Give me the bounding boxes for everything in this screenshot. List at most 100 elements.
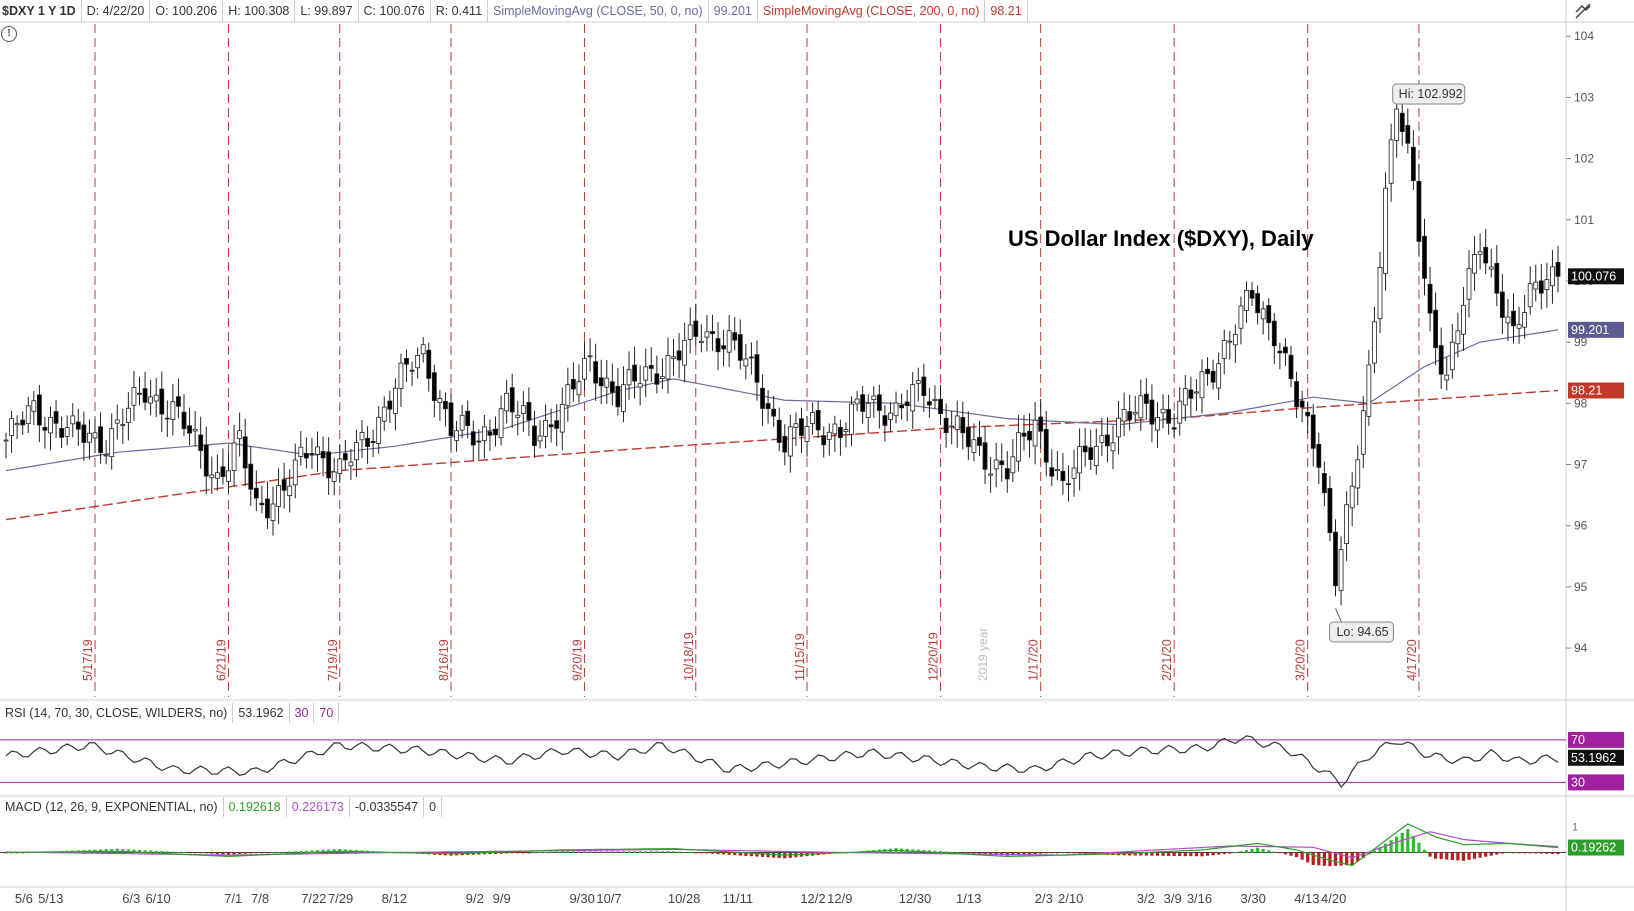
candle-body <box>209 474 215 479</box>
macd-histogram-bar <box>1489 852 1493 856</box>
macd-histogram-bar <box>1422 849 1427 853</box>
candle-body <box>448 402 454 436</box>
macd-histogram-bar <box>1511 852 1516 854</box>
macd-histogram-bar <box>1161 852 1165 856</box>
candle-body <box>921 376 927 396</box>
candle-body <box>64 427 70 437</box>
macd-histogram-bar <box>855 851 859 853</box>
candle-body <box>537 435 543 442</box>
candle-body <box>1360 410 1366 455</box>
candle-body <box>932 398 938 401</box>
macd-histogram-bar <box>1228 852 1232 854</box>
macd-histogram-bar <box>1200 852 1204 857</box>
candle-body <box>1494 262 1500 294</box>
candle-body <box>965 426 971 448</box>
candle-body <box>1016 432 1021 462</box>
candle-body <box>1032 419 1038 447</box>
candle-body <box>153 394 159 402</box>
x-tick-label: 6/10 <box>145 891 170 906</box>
macd-histogram-bar <box>1294 852 1299 858</box>
macd-histogram-bar <box>1461 852 1466 861</box>
candle-body <box>359 432 365 441</box>
candle-body <box>92 432 98 439</box>
candle-body <box>682 339 688 366</box>
macd-histogram-bar <box>193 852 197 854</box>
candle-body <box>1522 312 1528 328</box>
symbol-label[interactable]: $DXY 1 Y 1D <box>0 0 82 22</box>
macd-histogram-bar <box>449 852 453 856</box>
macd-label[interactable]: MACD (12, 26, 9, EXPONENTIAL, no) <box>0 797 224 817</box>
candle-body <box>1066 483 1071 486</box>
macd-histogram-bar <box>849 851 854 853</box>
candle-body <box>637 383 643 388</box>
candle-body <box>1121 409 1127 422</box>
candle-body <box>131 386 137 406</box>
macd-histogram-bar <box>1256 847 1260 853</box>
candle-body <box>1555 261 1561 277</box>
macd-histogram-bar <box>1550 852 1555 854</box>
macd-histogram-bar <box>944 851 948 853</box>
candle-body <box>1366 364 1372 417</box>
macd-histogram-bar <box>160 851 164 853</box>
macd-histogram-bar <box>477 852 481 855</box>
candle-body <box>331 471 337 482</box>
candle-body <box>515 414 521 418</box>
info-circle-icon[interactable]: ! <box>1 26 17 42</box>
macd-histogram-bar <box>966 852 970 854</box>
candle-body <box>1127 411 1133 421</box>
macd-histogram-bar <box>1261 848 1265 853</box>
macd-histogram-bar <box>1044 852 1048 854</box>
macd-histogram-bar <box>1289 852 1293 856</box>
x-tick-label: 7/1 <box>224 891 242 906</box>
macd-histogram-bar <box>582 851 587 853</box>
macd-histogram-bar <box>710 852 715 854</box>
macd-histogram-bar <box>1350 852 1354 865</box>
candle-body <box>882 415 888 426</box>
candle-body <box>559 403 565 433</box>
macd-histogram-bar <box>671 851 676 853</box>
macd-histogram-bar <box>1094 852 1098 855</box>
macd-histogram-bar <box>716 852 720 855</box>
macd-histogram-bar <box>649 851 653 853</box>
macd-histogram-bar <box>1500 852 1504 854</box>
macd-histogram-bar <box>666 851 670 853</box>
rsi-30-flag: 30 <box>1571 775 1585 789</box>
candle-body <box>1477 251 1483 255</box>
macd-histogram-bar <box>299 850 303 853</box>
candle-body <box>554 420 560 429</box>
macd-histogram-bar <box>32 852 36 853</box>
macd-histogram-bar <box>1211 852 1215 856</box>
macd-histogram-bar <box>527 852 531 854</box>
candle-body <box>754 354 760 383</box>
macd-histogram-bar <box>60 851 64 853</box>
candle-body <box>565 384 571 406</box>
period-marker-label: 1/17/20 <box>1027 639 1041 681</box>
candle-body <box>9 418 14 436</box>
candle-body <box>1188 389 1194 399</box>
rsi-70-flag-bg <box>1568 731 1624 748</box>
x-tick-label: 5/6 <box>15 891 33 906</box>
sma50-label[interactable]: SimpleMovingAvg (CLOSE, 50, 0, no) <box>488 0 709 22</box>
macd-histogram-bar <box>744 852 748 856</box>
macd-histogram-bar <box>210 852 214 854</box>
candle-body <box>804 426 810 442</box>
candle-body <box>409 369 415 372</box>
macd-histogram-bar <box>705 852 709 854</box>
macd-histogram-bar <box>1356 852 1360 862</box>
candle-body <box>593 361 599 384</box>
candle-body <box>320 451 326 459</box>
sma50-value: 99.201 <box>709 0 758 22</box>
macd-histogram-bar <box>760 852 765 857</box>
chart-header: $DXY 1 Y 1D D: 4/22/20 O: 100.206 H: 100… <box>0 0 1028 22</box>
sma200-label[interactable]: SimpleMovingAvg (CLOSE, 200, 0, no) <box>758 0 986 22</box>
drawing-tools-icon[interactable] <box>1574 2 1592 20</box>
candle-body <box>721 345 726 350</box>
macd-histogram-bar <box>560 851 564 853</box>
macd-histogram-bar <box>226 852 231 855</box>
rsi-label[interactable]: RSI (14, 70, 30, CLOSE, WILDERS, no) <box>0 703 234 723</box>
candle-body <box>1438 345 1444 375</box>
macd-histogram-bar <box>655 851 659 853</box>
period-marker-label: 6/21/19 <box>215 639 229 681</box>
macd-histogram-bar <box>1217 852 1221 855</box>
macd-histogram-bar <box>343 849 347 853</box>
